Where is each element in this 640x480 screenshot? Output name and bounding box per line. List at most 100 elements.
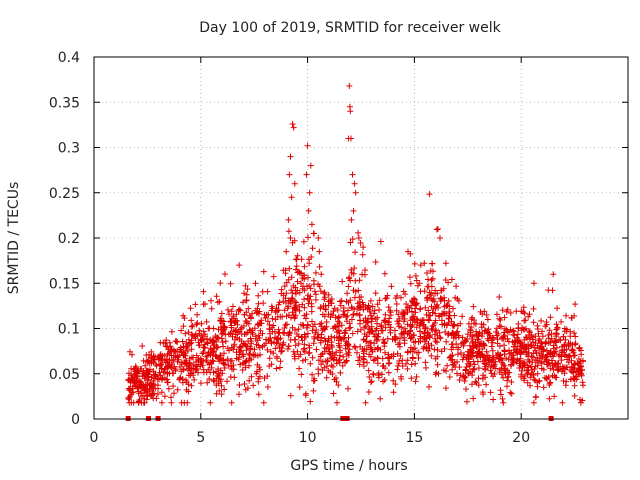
data-point: [348, 266, 355, 273]
data-point: [315, 235, 322, 241]
data-point: [504, 377, 511, 384]
data-point: [304, 142, 311, 149]
data-point: [225, 362, 232, 369]
data-point: [558, 368, 565, 375]
data-point: [307, 360, 314, 367]
data-point: [280, 292, 287, 299]
data-point: [361, 324, 368, 331]
data-point: [140, 357, 147, 364]
data-point: [428, 277, 435, 284]
data-point: [277, 364, 283, 371]
data-point: [166, 356, 173, 363]
data-point: [283, 248, 290, 255]
data-point: [194, 320, 201, 326]
data-point: [426, 317, 433, 324]
data-point: [485, 326, 492, 333]
data-point: [331, 305, 338, 312]
data-point: [449, 361, 456, 368]
data-point: [434, 361, 441, 368]
data-point: [364, 359, 370, 366]
data-point: [311, 281, 317, 288]
data-point: [308, 300, 315, 307]
data-point: [354, 349, 360, 356]
data-point: [256, 373, 263, 380]
data-point: [210, 377, 217, 384]
data-point: [376, 306, 382, 313]
data-point: [487, 367, 494, 374]
data-point: [482, 366, 489, 373]
data-point: [443, 303, 450, 309]
data-point: [406, 305, 413, 311]
data-point: [486, 354, 493, 361]
data-point: [566, 353, 573, 360]
data-point: [496, 343, 503, 350]
data-point: [229, 366, 235, 373]
data-point: [366, 326, 373, 333]
data-point: [400, 311, 407, 318]
data-point: [510, 331, 517, 338]
data-point: [305, 207, 312, 214]
data-point: [289, 290, 296, 296]
data-point: [289, 296, 296, 303]
data-point: [231, 343, 238, 349]
data-point: [538, 360, 545, 367]
data-point: [538, 317, 545, 324]
data-point: [305, 292, 312, 299]
data-point: [339, 362, 346, 369]
data-point: [196, 342, 203, 349]
data-point: [237, 343, 244, 350]
data-point: [259, 288, 266, 295]
data-point: [467, 361, 474, 367]
data-point: [521, 317, 528, 324]
data-point: [374, 320, 381, 327]
data-point: [540, 346, 547, 353]
data-point: [153, 395, 160, 402]
data-point: [429, 275, 436, 282]
data-point: [341, 329, 348, 336]
data-point: [458, 350, 464, 356]
data-point: [474, 358, 481, 365]
data-point: [508, 379, 515, 385]
data-point: [369, 348, 376, 355]
data-point: [208, 305, 215, 312]
data-point: [421, 288, 428, 294]
data-point: [254, 361, 261, 368]
data-point: [126, 376, 132, 383]
data-point: [293, 299, 300, 306]
data-point: [255, 300, 262, 307]
data-point: [203, 369, 210, 376]
data-point: [454, 328, 461, 335]
data-point: [262, 315, 269, 321]
data-point: [368, 378, 375, 385]
data-point: [415, 355, 422, 361]
data-point: [318, 320, 325, 327]
data-point: [345, 349, 352, 356]
data-point: [307, 162, 314, 169]
data-point: [150, 359, 157, 366]
data-point: [551, 349, 558, 356]
data-point: [356, 277, 363, 284]
data-point: [467, 327, 474, 334]
data-point: [323, 345, 330, 352]
data-point: [387, 307, 393, 314]
data-point: [578, 351, 585, 358]
data-point: [275, 301, 282, 308]
data-point: [432, 310, 439, 317]
data-point: [401, 334, 407, 341]
data-point: [357, 240, 364, 246]
data-point: [177, 374, 184, 381]
x-tick-label: 5: [196, 430, 205, 446]
data-point: [534, 370, 541, 377]
data-point: [181, 399, 188, 406]
data-point: [561, 341, 568, 348]
data-point: [288, 194, 295, 201]
data-point: [139, 373, 146, 379]
data-point: [521, 310, 528, 317]
data-point: [330, 356, 337, 363]
data-point: [456, 377, 463, 383]
data-point: [548, 357, 555, 364]
data-point: [195, 339, 202, 346]
data-point: [526, 358, 533, 365]
data-point: [517, 349, 524, 356]
